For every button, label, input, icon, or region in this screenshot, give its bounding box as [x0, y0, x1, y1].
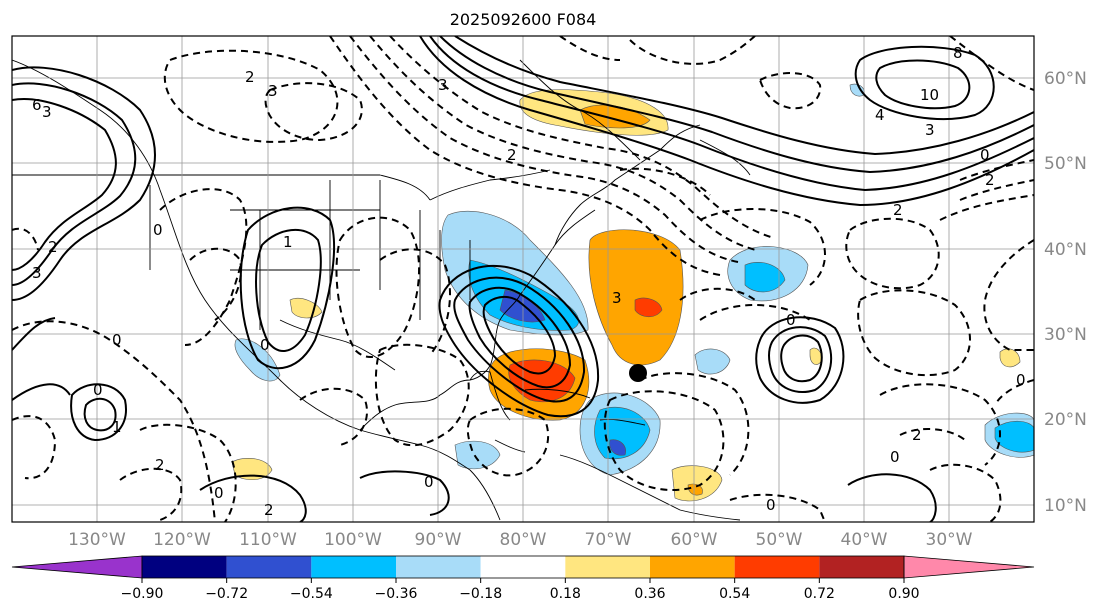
- contour-label: 0: [980, 146, 990, 164]
- contour-label: 2: [507, 146, 517, 164]
- colorbar-label: −0.90: [121, 586, 164, 602]
- colorbar-label: 0.36: [634, 586, 665, 602]
- graticule: [12, 36, 1034, 522]
- colorbar-segment: [565, 556, 650, 578]
- colorbar-label: 0.90: [888, 586, 919, 602]
- lon-label: 80°W: [500, 530, 547, 550]
- colorbar: −0.90 −0.72 −0.54 −0.36 −0.18 0.18 0.36 0.54 0.7…: [11, 555, 1035, 602]
- colorbar-label: −0.54: [290, 586, 333, 602]
- colorbar-segment: [480, 556, 566, 578]
- colorbar-segment: [142, 556, 227, 578]
- contour-label: 0: [1016, 371, 1026, 389]
- lat-label: 10°N: [1044, 496, 1087, 516]
- solid-contours: [12, 36, 1034, 522]
- contour-label: 3: [925, 121, 935, 139]
- contour-label: 2: [264, 501, 274, 519]
- coastlines: [12, 59, 751, 521]
- colorbar-extend-low: [11, 555, 143, 579]
- contour-label: 6: [32, 96, 42, 114]
- contour-label: 0: [112, 331, 122, 349]
- colorbar-segment: [396, 556, 481, 578]
- contour-label: 2: [245, 68, 255, 86]
- contour-label: 3: [42, 103, 52, 121]
- colorbar-extend-high: [903, 555, 1035, 579]
- contour-label: 3: [268, 82, 278, 100]
- colorbar-label: −0.72: [205, 586, 248, 602]
- contour-label: 3: [438, 76, 448, 94]
- lon-label: 120°W: [153, 530, 211, 550]
- colorbar-label: 0.72: [804, 586, 835, 602]
- lon-label: 100°W: [324, 530, 382, 550]
- contour-label: 3: [612, 289, 622, 307]
- map-frame: [11, 35, 1035, 523]
- contour-labels: 3 6 2 3 0 2 3 1 0 0 1 0 0 2 0 3 10 4 3 0…: [32, 44, 1026, 519]
- colorbar-label: 0.18: [550, 586, 581, 602]
- colorbar-label: −0.36: [375, 586, 418, 602]
- contour-label: 2: [893, 201, 903, 219]
- lon-label: 70°W: [585, 530, 632, 550]
- colorbar-label: −0.18: [459, 586, 502, 602]
- colorbar-segment: [226, 556, 312, 578]
- contour-label: 3: [32, 264, 42, 282]
- lat-labels: 60°N 50°N 40°N 30°N 20°N 10°N: [1044, 69, 1087, 516]
- lon-label: 90°W: [415, 530, 462, 550]
- lon-label: 60°W: [671, 530, 718, 550]
- contour-label: 10: [920, 86, 939, 104]
- storm-center-marker: [629, 364, 647, 382]
- lon-label: 40°W: [841, 530, 888, 550]
- lon-labels: 130°W 120°W 110°W 100°W 90°W 80°W 70°W 6…: [68, 530, 973, 550]
- contour-label: 2: [912, 426, 922, 444]
- contour-label: 0: [214, 484, 224, 502]
- contour-label: 1: [112, 418, 122, 436]
- lat-label: 60°N: [1044, 69, 1087, 89]
- contour-label: 0: [93, 381, 103, 399]
- contour-label: 0: [260, 336, 270, 354]
- lon-label: 110°W: [239, 530, 297, 550]
- contour-label: 2: [155, 456, 165, 474]
- map-panel: 3 6 2 3 0 2 3 1 0 0 1 0 0 2 0 3 10 4 3 0…: [12, 36, 1034, 522]
- lat-label: 40°N: [1044, 240, 1087, 260]
- lat-label: 30°N: [1044, 325, 1087, 345]
- contour-label: 2: [985, 171, 995, 189]
- contour-label: 0: [153, 221, 163, 239]
- colorbar-outline: [141, 555, 905, 579]
- contour-label: 0: [786, 311, 796, 329]
- colorbar-segment: [650, 556, 735, 578]
- contour-label: 0: [766, 496, 776, 514]
- colorbar-segment: [819, 556, 904, 578]
- contour-label: 0: [424, 473, 434, 491]
- contour-label: 0: [890, 448, 900, 466]
- colorbar-segment: [734, 556, 820, 578]
- contour-label: 1: [283, 233, 293, 251]
- map-title: 2025092600 F084: [450, 10, 597, 29]
- lat-label: 20°N: [1044, 410, 1087, 430]
- dashed-contours: [12, 36, 1034, 522]
- contour-label: 2: [48, 238, 58, 256]
- contour-label: 4: [875, 106, 885, 124]
- colorbar-label: 0.54: [719, 586, 750, 602]
- lon-label: 130°W: [68, 530, 126, 550]
- lon-label: 30°W: [926, 530, 973, 550]
- lat-label: 50°N: [1044, 154, 1087, 174]
- lon-label: 50°W: [756, 530, 803, 550]
- contour-label: 8: [953, 44, 963, 62]
- colorbar-segment: [311, 556, 396, 578]
